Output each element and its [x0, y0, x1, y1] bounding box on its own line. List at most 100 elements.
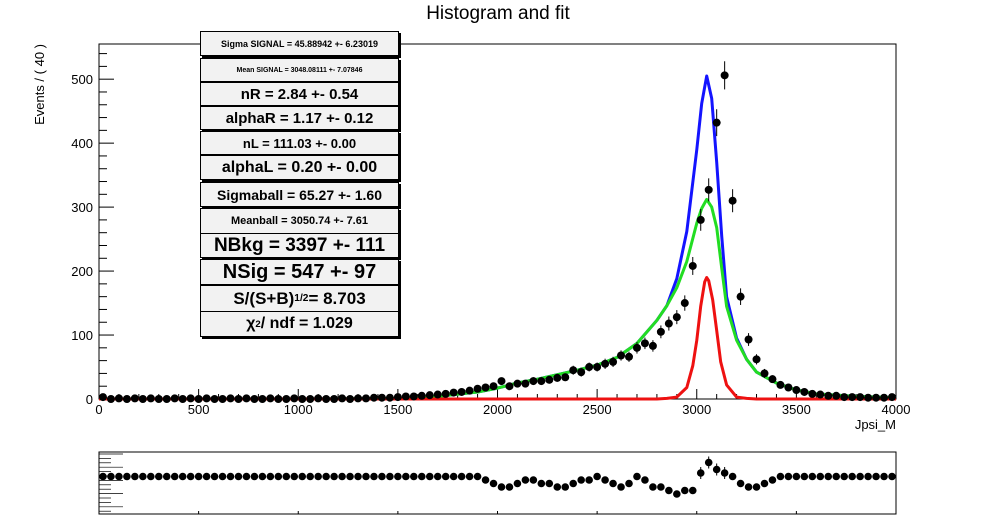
data-point	[393, 393, 402, 402]
pull-points	[99, 456, 896, 498]
x-tick-label: 3500	[782, 402, 811, 417]
pull-point	[505, 483, 514, 491]
pull-point	[649, 483, 657, 491]
data-point	[425, 391, 434, 400]
pull-point	[561, 483, 570, 491]
pull-point	[170, 472, 179, 481]
data-point	[330, 395, 339, 403]
data-point	[282, 395, 291, 403]
pull-point	[481, 476, 490, 484]
pull-point	[784, 472, 793, 481]
data-point	[489, 382, 498, 391]
data-point	[114, 394, 123, 403]
fit-parameter-text: NSig = 547 +- 97	[222, 260, 377, 283]
pull-point	[402, 472, 410, 481]
pull-point	[760, 479, 769, 488]
data-point	[346, 395, 355, 403]
pull-point	[210, 472, 219, 481]
data-point	[800, 387, 809, 396]
pull-point	[370, 472, 378, 481]
pull-point	[99, 472, 107, 481]
pull-point	[306, 472, 315, 481]
pull-point	[728, 472, 737, 481]
data-point	[154, 395, 163, 403]
data-point	[632, 343, 641, 352]
data-point	[824, 391, 833, 400]
pull-point	[720, 469, 729, 477]
pull-point	[808, 472, 817, 481]
data-point	[338, 394, 347, 403]
pull-point	[577, 476, 585, 484]
x-tick-label: 2500	[583, 402, 612, 417]
fit-parameter-text: alphaR = 1.17 +- 0.12	[225, 109, 374, 127]
pull-point	[633, 472, 641, 481]
pull-point	[529, 476, 538, 484]
data-point	[648, 341, 657, 350]
pull-point	[752, 483, 761, 491]
pull-point	[657, 483, 665, 491]
pull-point	[497, 483, 506, 491]
data-point	[218, 395, 227, 403]
pull-point	[744, 483, 753, 491]
pull-point	[178, 472, 187, 481]
x-tick-label: 4000	[882, 402, 911, 417]
pull-point	[394, 472, 402, 481]
fit-parameter-text: Meanball = 3050.74 +- 7.61	[231, 215, 368, 227]
pull-area	[98, 451, 897, 515]
data-point	[561, 373, 570, 382]
chi2-box-value: / ndf = 1.029	[260, 315, 353, 332]
pull-point	[792, 472, 801, 481]
data-point	[744, 335, 753, 344]
pull-point	[298, 472, 307, 481]
pull-point	[330, 472, 338, 481]
data-point	[696, 215, 705, 224]
data-point	[792, 386, 801, 395]
data-point	[377, 393, 386, 402]
pull-point	[888, 472, 896, 481]
data-point	[178, 395, 187, 403]
data-point	[290, 394, 299, 403]
data-point	[162, 395, 171, 403]
data-point	[856, 393, 865, 402]
data-point	[848, 393, 857, 402]
pull-point	[218, 472, 227, 481]
data-point	[98, 393, 107, 402]
data-point	[664, 319, 673, 328]
significance-box-prefix: S/(S+B)	[233, 288, 295, 308]
fit-parameter-text: nR = 2.84 +- 0.54	[240, 85, 359, 103]
data-point	[609, 357, 618, 366]
data-point	[832, 391, 841, 400]
pull-point	[465, 472, 474, 481]
pull-point	[553, 483, 562, 491]
pull-point	[593, 472, 601, 481]
pull-point	[433, 472, 442, 481]
pull-point	[322, 472, 330, 481]
y-tick-label: 400	[71, 136, 93, 151]
data-point	[274, 395, 283, 403]
pull-point	[186, 472, 195, 481]
data-point	[306, 395, 315, 403]
fit-parameter-box: alphaR = 1.17 +- 0.12	[200, 106, 399, 130]
fit-parameter-box: NBkg = 3397 +- 111	[200, 233, 399, 258]
data-point	[752, 355, 761, 364]
x-tick-label: 2000	[483, 402, 512, 417]
data-point	[808, 389, 817, 398]
y-axis-label: Events / ( 40 )	[32, 44, 47, 125]
x-tick-label: 1000	[284, 402, 313, 417]
pull-plot-frame	[98, 451, 897, 515]
pull-point	[832, 472, 841, 481]
fit-parameter-box: alphaL = 0.20 +- 0.00	[200, 155, 399, 180]
pull-point	[162, 472, 171, 481]
x-tick-label: 3000	[682, 402, 711, 417]
data-point	[888, 393, 897, 402]
fit-curve-background	[99, 197, 897, 401]
pull-point	[226, 472, 235, 481]
data-point	[553, 373, 562, 382]
data-point	[409, 392, 418, 401]
significance-box-value: = 8.703	[308, 288, 366, 308]
data-point	[130, 394, 139, 403]
data-point	[880, 393, 889, 402]
data-point	[712, 118, 721, 127]
pull-point	[856, 472, 864, 481]
